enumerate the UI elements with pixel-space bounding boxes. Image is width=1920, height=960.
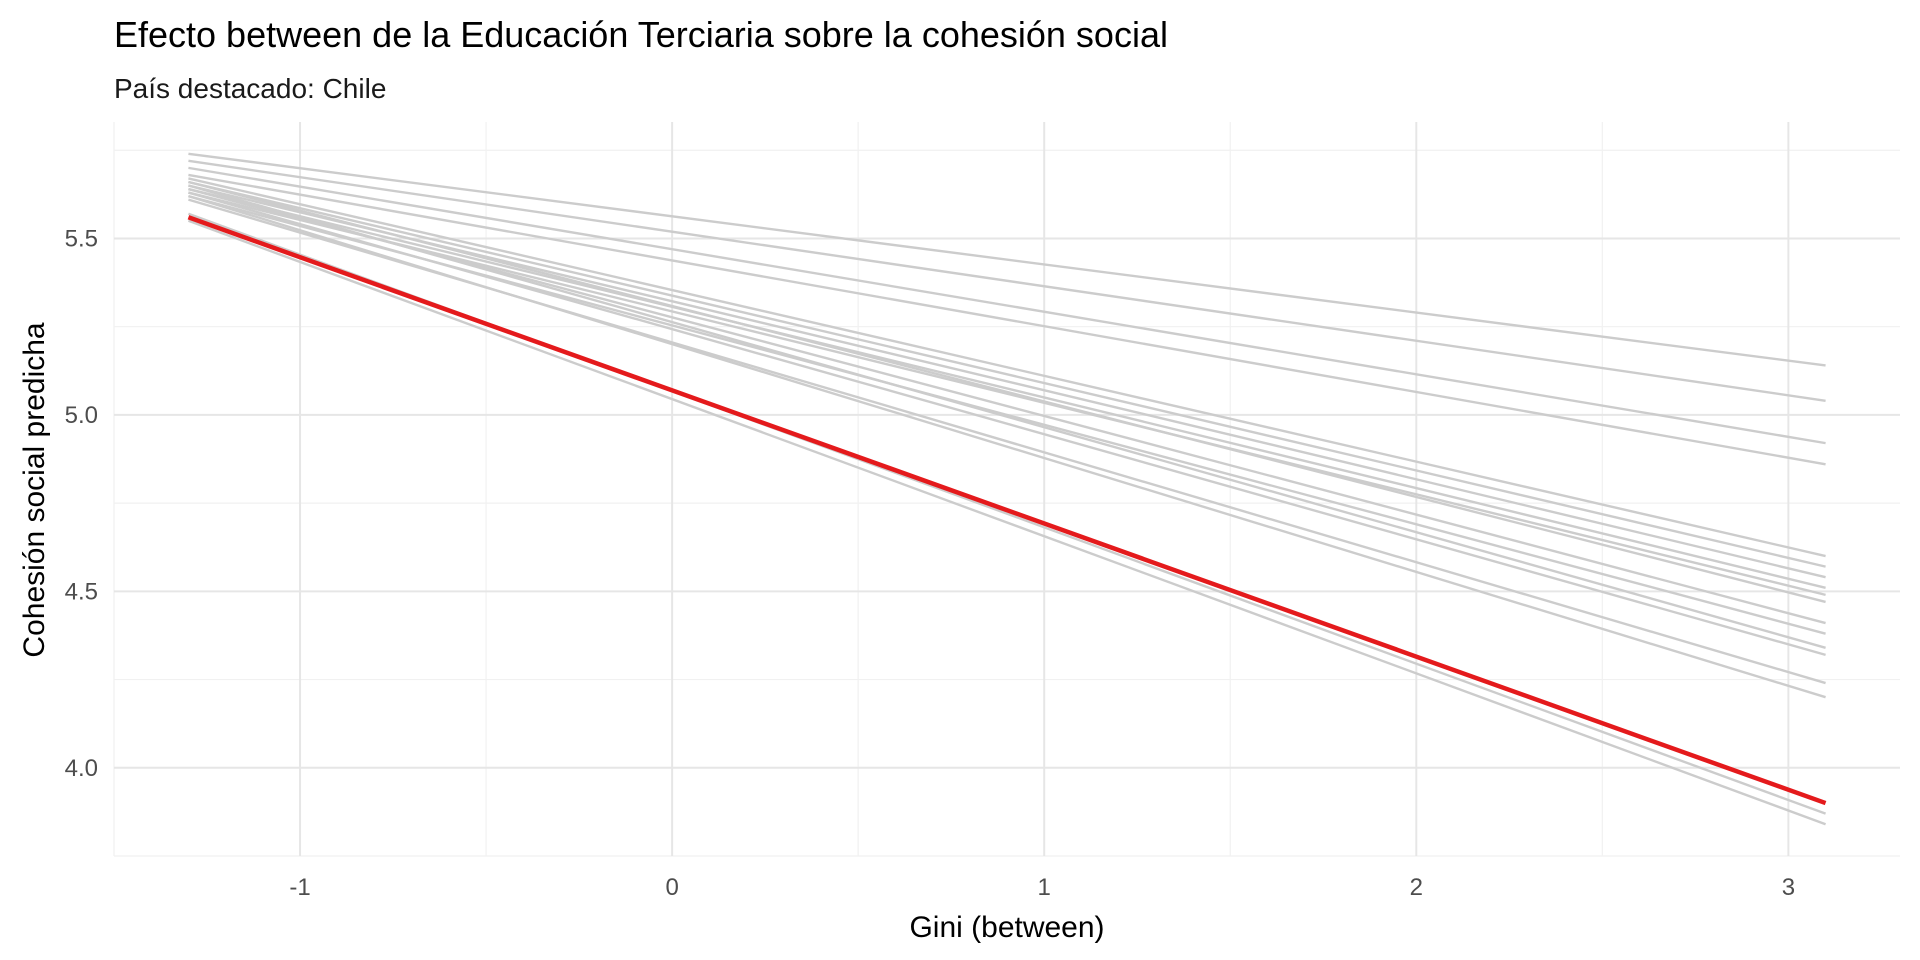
series-line [188, 159, 1826, 402]
x-tick-label: 2 [1410, 874, 1423, 901]
series-line [188, 173, 1826, 466]
series-line [188, 219, 1826, 826]
series-line [188, 177, 1826, 558]
y-axis-title: Cohesión social predicha [18, 322, 51, 658]
x-tick-labels: -1 0 1 2 3 [289, 874, 1795, 901]
series-line [188, 191, 1826, 657]
series-line [188, 152, 1826, 367]
x-tick-label: 1 [1038, 874, 1051, 901]
series-layer [187, 152, 1827, 826]
x-tick-label: 0 [665, 874, 678, 901]
series-line-highlighted [187, 215, 1827, 806]
series-line [188, 194, 1826, 699]
series-line [188, 187, 1826, 589]
x-tick-label: 3 [1782, 874, 1795, 901]
y-tick-label: 5.0 [65, 402, 98, 429]
grid-minor-lines [113, 122, 1900, 857]
y-tick-label: 4.0 [65, 755, 98, 782]
chart-title: Efecto between de la Educación Terciaria… [114, 14, 1168, 55]
series-line [188, 180, 1826, 568]
chart-subtitle: País destacado: Chile [114, 73, 386, 104]
y-tick-labels: 4.0 4.5 5.0 5.5 [65, 225, 98, 781]
series-line [188, 191, 1826, 597]
x-tick-label: -1 [289, 874, 310, 901]
series-line [188, 180, 1826, 604]
series-line [188, 166, 1826, 445]
series-line [188, 184, 1826, 649]
y-tick-label: 5.5 [65, 225, 98, 252]
x-axis-title: Gini (between) [909, 911, 1104, 944]
y-tick-label: 4.5 [65, 578, 98, 605]
